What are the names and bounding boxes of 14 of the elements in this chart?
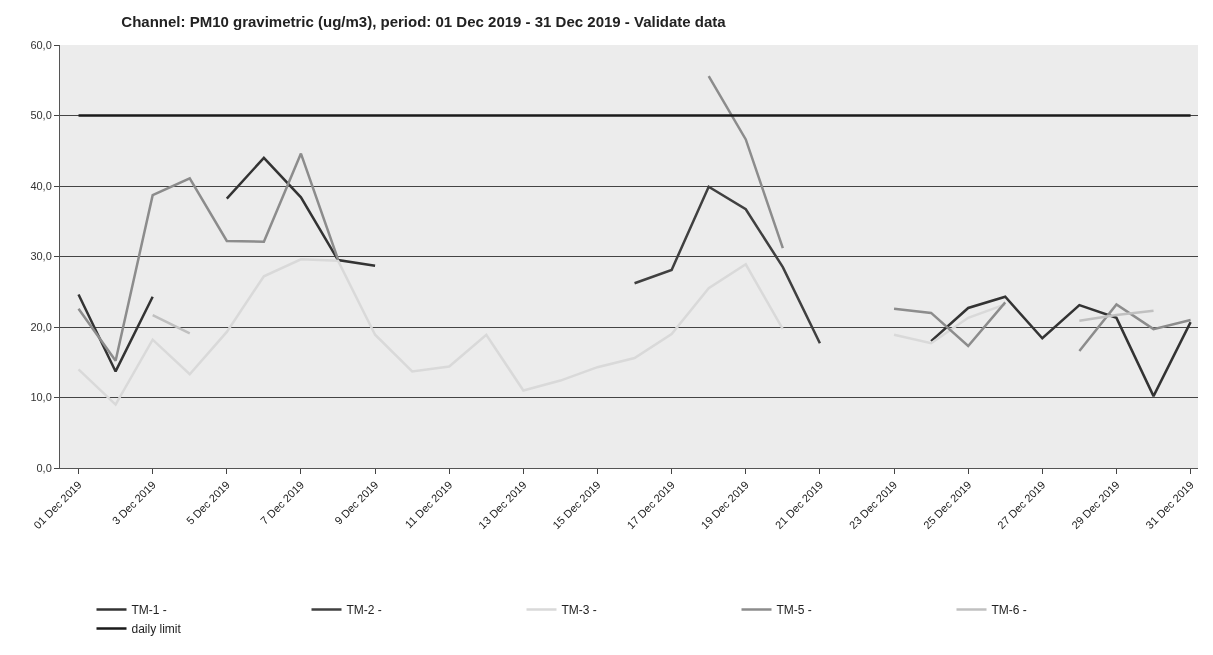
chart-title: Channel: PM10 gravimetric (ug/m3), period: 01 Dec 2019 - 31 Dec 2019 - Validate data bbox=[121, 12, 727, 30]
y-tick-label: 0,0 bbox=[36, 461, 52, 474]
legend-label: TM-5 - bbox=[776, 603, 812, 618]
y-tick-label: 20,0 bbox=[30, 320, 52, 333]
y-tick-label: 50,0 bbox=[30, 109, 52, 122]
legend-label: TM-1 - bbox=[131, 603, 167, 618]
legend-label: TM-6 - bbox=[991, 603, 1027, 618]
legend-label: TM-3 - bbox=[561, 603, 597, 618]
y-tick-label: 40,0 bbox=[30, 179, 52, 192]
y-tick-label: 60,0 bbox=[30, 38, 52, 51]
legend-label: TM-2 - bbox=[346, 603, 382, 618]
legend-label: daily limit bbox=[131, 622, 182, 637]
y-tick-label: 30,0 bbox=[30, 250, 52, 263]
y-tick-label: 10,0 bbox=[30, 391, 52, 404]
